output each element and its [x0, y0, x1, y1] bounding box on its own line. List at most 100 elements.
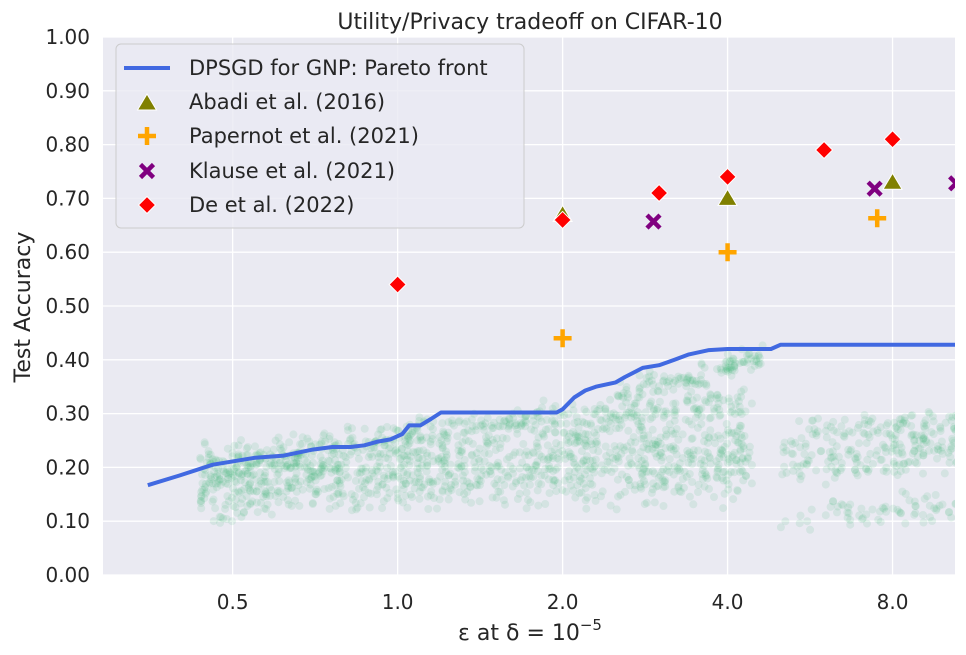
sweep-point	[415, 454, 424, 462]
sweep-point	[443, 434, 452, 442]
sweep-point	[243, 469, 252, 478]
sweep-point	[318, 461, 327, 469]
sweep-point	[719, 476, 728, 485]
sweep-point	[702, 471, 711, 480]
sweep-point	[611, 411, 620, 420]
sweep-point	[944, 448, 953, 457]
sweep-point	[294, 481, 303, 490]
sweep-point	[688, 460, 697, 468]
sweep-point	[403, 455, 412, 464]
sweep-point	[671, 429, 680, 438]
sweep-point	[352, 505, 361, 514]
sweep-point	[408, 426, 417, 435]
sweep-point	[948, 434, 955, 443]
sweep-point	[374, 477, 383, 486]
sweep-point	[830, 473, 839, 482]
sweep-point	[738, 358, 747, 366]
sweep-point	[895, 440, 904, 449]
sweep-point	[457, 448, 466, 457]
sweep-point	[229, 502, 238, 511]
sweep-point	[631, 438, 640, 447]
sweep-point	[221, 500, 230, 509]
y-tick-label: 0.80	[45, 133, 90, 157]
sweep-point	[274, 488, 283, 497]
sweep-point	[494, 487, 503, 496]
sweep-point	[598, 487, 607, 496]
sweep-point	[743, 453, 752, 462]
sweep-point	[487, 463, 496, 472]
sweep-point	[812, 431, 821, 440]
sweep-point	[622, 385, 631, 394]
sweep-point	[638, 472, 647, 481]
sweep-point	[228, 517, 236, 526]
sweep-point	[228, 449, 237, 457]
sweep-point	[739, 476, 748, 485]
sweep-point	[947, 416, 955, 425]
sweep-point	[713, 403, 722, 412]
sweep-point	[630, 399, 639, 408]
sweep-point	[589, 410, 598, 419]
legend-label-abadi: Abadi et al. (2016)	[189, 90, 385, 114]
sweep-point	[614, 453, 623, 462]
sweep-point	[335, 468, 344, 477]
sweep-point	[642, 380, 651, 389]
sweep-point	[931, 491, 940, 499]
sweep-point	[434, 455, 443, 464]
sweep-point	[816, 447, 825, 456]
sweep-point	[554, 448, 563, 457]
sweep-point	[697, 412, 706, 421]
sweep-point	[697, 404, 706, 413]
sweep-point	[810, 425, 819, 434]
sweep-point	[383, 423, 391, 431]
sweep-point	[315, 468, 324, 477]
sweep-point	[718, 446, 727, 455]
sweep-point	[302, 470, 311, 479]
sweep-point	[669, 430, 677, 439]
sweep-point	[566, 437, 575, 446]
sweep-point	[473, 474, 482, 483]
sweep-point	[635, 387, 644, 396]
sweep-point	[344, 426, 352, 435]
sweep-point	[476, 477, 485, 486]
sweep-point	[484, 439, 493, 448]
sweep-point	[919, 434, 928, 443]
sweep-point	[857, 504, 866, 513]
sweep-point	[656, 471, 665, 480]
sweep-point	[715, 454, 724, 462]
sweep-point	[365, 476, 373, 485]
sweep-point	[200, 485, 209, 494]
sweep-point	[925, 409, 934, 418]
sweep-point	[513, 495, 522, 503]
sweep-point	[426, 437, 435, 446]
sweep-point	[492, 493, 501, 502]
sweep-point	[674, 483, 683, 492]
sweep-point	[724, 485, 733, 494]
sweep-point	[639, 380, 648, 389]
sweep-point	[543, 441, 552, 450]
sweep-point	[658, 475, 667, 484]
sweep-point	[526, 473, 535, 482]
sweep-point	[213, 472, 221, 481]
sweep-point	[397, 461, 406, 470]
sweep-point	[808, 416, 816, 425]
sweep-point	[496, 422, 504, 431]
sweep-point	[542, 416, 551, 424]
sweep-point	[401, 479, 410, 488]
sweep-point	[201, 489, 210, 498]
sweep-point	[644, 431, 653, 440]
sweep-point	[228, 452, 237, 461]
sweep-point	[694, 406, 703, 415]
sweep-point	[900, 413, 909, 422]
sweep-point	[630, 412, 639, 421]
sweep-point	[235, 488, 244, 497]
sweep-point	[306, 475, 315, 484]
sweep-point	[545, 489, 554, 498]
sweep-point	[602, 424, 611, 433]
sweep-point	[807, 451, 816, 460]
sweep-point	[358, 464, 367, 473]
sweep-point	[295, 460, 304, 469]
sweep-point	[949, 422, 955, 431]
sweep-point	[606, 412, 615, 421]
sweep-point	[231, 503, 240, 512]
sweep-point	[686, 455, 695, 464]
